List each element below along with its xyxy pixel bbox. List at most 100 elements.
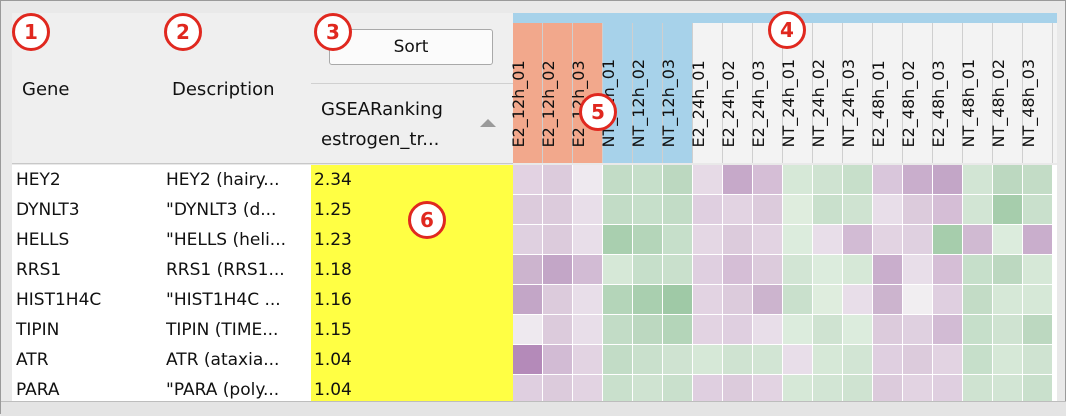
heatmap-column-header[interactable]: NT_12h_02 [629,23,663,163]
heatmap-cell [963,165,993,195]
heatmap-cell [813,225,843,255]
table-row[interactable]: DYNLT3 "DYNLT3 (d... 1.25 [12,195,1057,225]
heatmap-cell [813,345,843,375]
gene-cell: PARA [16,380,60,400]
heatmap-cell [843,285,873,315]
heatmap-cell [513,375,543,401]
description-cell: TIPIN (TIME... [166,320,279,340]
heatmap-column-header[interactable]: NT_12h_01 [599,23,633,163]
heatmap-cell [1023,315,1053,345]
horizontal-scrollbar[interactable] [1,401,1066,416]
table-row[interactable]: RRS1 RRS1 (RRS1... 1.18 [12,255,1057,285]
heatmap-cell [633,225,663,255]
table-row[interactable]: HIST1H4C "HIST1H4C ... 1.16 [12,285,1057,315]
heatmap-cell [873,315,903,345]
heatmap-cell [753,225,783,255]
heatmap-cell [813,195,843,225]
table-row[interactable]: HELLS "HELLS (heli... 1.23 [12,225,1057,255]
heatmap-cell [903,195,933,225]
heatmap-column-header[interactable]: E2_12h_02 [539,23,573,163]
annotation-badge-3: 3 [314,13,352,51]
sort-ascending-icon[interactable] [480,119,496,127]
heatmap-cell [723,315,753,345]
heatmap-column-label: NT_24h_01 [778,58,798,148]
description-header-label: Description [172,79,275,100]
heatmap-cell [513,285,543,315]
heatmap-cell [783,225,813,255]
heatmap-column-header[interactable]: NT_48h_02 [989,23,1023,163]
heatmap-column-header[interactable]: E2_48h_01 [869,23,903,163]
heatmap-column-label: E2_24h_02 [718,60,738,148]
heatmap-column-header[interactable]: NT_48h_01 [959,23,993,163]
heatmap-cell [723,195,753,225]
heatmap-cell [693,195,723,225]
heatmap-cell [963,375,993,401]
heatmap-cell [873,255,903,285]
heatmap-cell [963,195,993,225]
heatmap-column-header[interactable]: NT_24h_02 [809,23,843,163]
heatmap-cell [933,225,963,255]
ranking-cell: 1.18 [311,255,513,285]
heatmap-cell [543,225,573,255]
heatmap-cell [963,255,993,285]
heatmap-cell [933,315,963,345]
table-row[interactable]: HEY2 HEY2 (hairy... 2.34 [12,165,1057,195]
ranking-cell: 2.34 [311,165,513,195]
heatmap-cell [873,165,903,195]
heatmap-cell [633,255,663,285]
heatmap-cell [873,345,903,375]
description-cell: "DYNLT3 (d... [166,200,277,220]
heatmap-column-header[interactable]: NT_48h_03 [1019,23,1053,163]
table-row[interactable]: PARA "PARA (poly... 1.04 [12,375,1057,401]
description-cell: ATR (ataxia... [166,350,280,370]
heatmap-column-header[interactable]: E2_48h_02 [899,23,933,163]
heatmap-cell [573,285,603,315]
heatmap-cell [543,345,573,375]
heatmap-cell [873,225,903,255]
table-row[interactable]: ATR ATR (ataxia... 1.04 [12,345,1057,375]
heatmap-column-header[interactable]: E2_24h_02 [719,23,753,163]
heatmap-cell [783,195,813,225]
description-cell: HEY2 (hairy... [166,170,280,190]
gene-rows[interactable]: HEY2 HEY2 (hairy... 2.34 DYNLT3 "DYNLT3 (d..… [12,165,1057,401]
description-cell: "HELLS (heli... [166,230,287,250]
heatmap-cell [1023,345,1053,375]
heatmap-cell [573,195,603,225]
ranking-title-line1: GSEARanking [321,99,443,120]
heatmap-cell [573,255,603,285]
heatmap-cell [513,345,543,375]
heatmap-cell [513,315,543,345]
heatmap-cell [573,225,603,255]
heatmap-column-header[interactable]: E2_12h_01 [509,23,543,163]
heatmap-cell [633,165,663,195]
gene-cell: HELLS [16,230,70,250]
description-cell: "PARA (poly... [166,380,280,400]
heatmap-cell [663,315,693,345]
heatmap-column-header[interactable]: E2_48h_03 [929,23,963,163]
heatmap-cell [903,165,933,195]
heatmap-column-header[interactable]: E2_24h_01 [689,23,723,163]
heatmap-cell [993,285,1023,315]
heatmap-cell [753,255,783,285]
heatmap-cell [753,315,783,345]
table-row[interactable]: TIPIN TIPIN (TIME... 1.15 [12,315,1057,345]
sort-button[interactable]: Sort [329,29,493,65]
heatmap-cell [753,165,783,195]
heatmap-cell [963,345,993,375]
heatmap-cell [543,165,573,195]
heatmap-cell [813,315,843,345]
heatmap-cell [933,375,963,401]
heatmap-cell [813,165,843,195]
heatmap-column-label: NT_48h_01 [958,58,978,148]
heatmap-column-label: NT_24h_03 [838,58,858,148]
heatmap-column-headers: E2_12h_01E2_12h_02E2_12h_03NT_12h_01NT_1… [509,13,1057,163]
heatmap-cell [543,195,573,225]
heatmap-column-label: NT_12h_03 [658,58,678,148]
heatmap-column-header[interactable]: NT_24h_03 [839,23,873,163]
heatmap-cell [813,285,843,315]
heatmap-column-header[interactable]: NT_12h_03 [659,23,693,163]
heatmap-cell [993,315,1023,345]
heatmap-cell [1023,195,1053,225]
heatmap-cell [993,255,1023,285]
gene-cell: RRS1 [16,260,62,280]
